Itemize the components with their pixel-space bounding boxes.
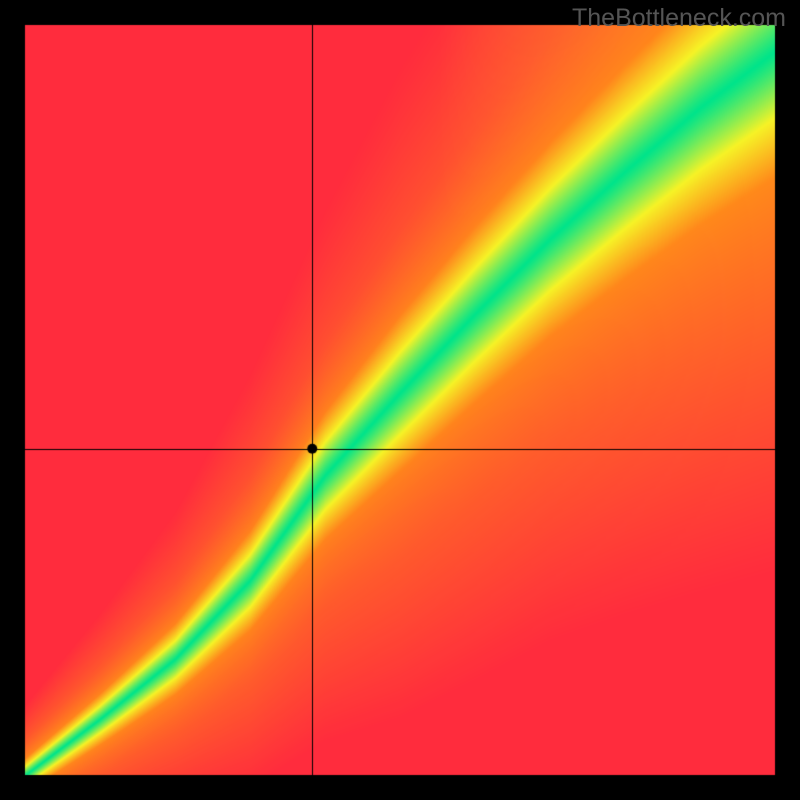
attribution-label: TheBottleneck.com (572, 4, 786, 33)
bottleneck-heatmap: TheBottleneck.com (0, 0, 800, 800)
heatmap-canvas (0, 0, 800, 800)
